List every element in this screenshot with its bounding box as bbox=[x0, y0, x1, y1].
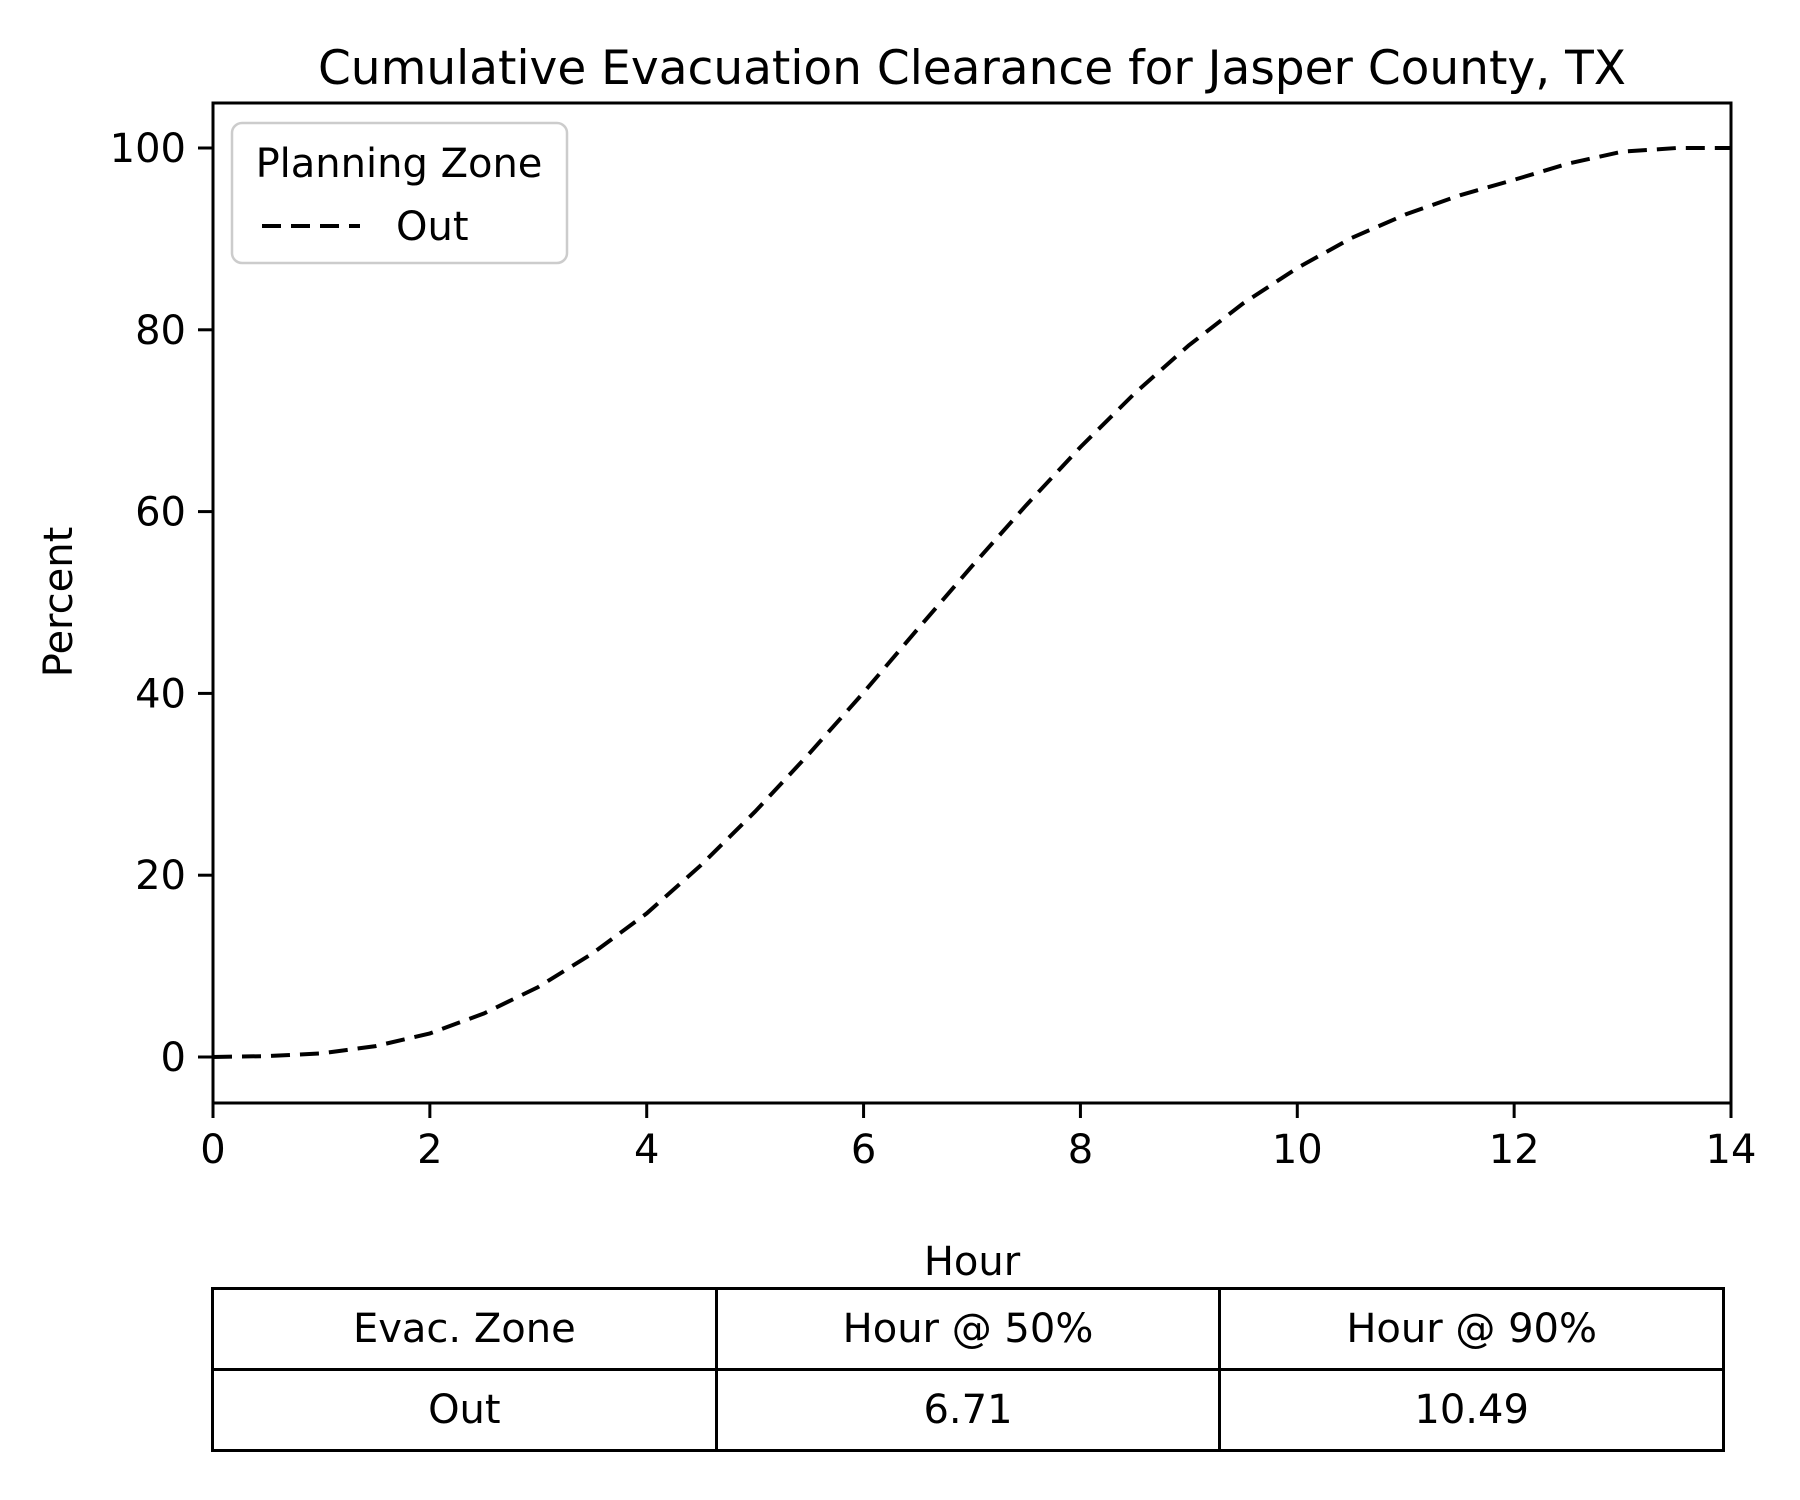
y-tick-label: 40 bbox=[135, 671, 186, 717]
y-tick-label: 0 bbox=[161, 1035, 186, 1081]
y-tick-label: 100 bbox=[110, 126, 186, 172]
table-row-out: Out 6.71 10.49 bbox=[211, 1368, 1725, 1452]
table-cell-hour-50: 6.71 bbox=[714, 1368, 1222, 1452]
plot-frame bbox=[211, 101, 1733, 1105]
y-tick-label: 20 bbox=[135, 853, 186, 899]
x-tick-label: 10 bbox=[1272, 1127, 1323, 1173]
table-header-hour-50: Hour @ 50% bbox=[714, 1287, 1222, 1371]
legend-box bbox=[230, 121, 569, 265]
chart-title: Cumulative Evacuation Clearance for Jasp… bbox=[318, 41, 1626, 96]
clearance-curve-out bbox=[212, 146, 1731, 1059]
x-tick-label: 2 bbox=[417, 1127, 442, 1173]
x-tick-label: 14 bbox=[1706, 1127, 1757, 1173]
legend-entry-out: Out bbox=[396, 204, 469, 250]
y-tick-label: 80 bbox=[135, 308, 186, 354]
x-axis-label: Hour bbox=[924, 1239, 1021, 1285]
y-axis-ticks: 0 20 40 60 80 100 bbox=[110, 126, 213, 1081]
table-header-evac-zone: Evac. Zone bbox=[211, 1287, 718, 1371]
table-header-row: Evac. Zone Hour @ 50% Hour @ 90% bbox=[211, 1287, 1725, 1371]
x-tick-label: 12 bbox=[1489, 1127, 1540, 1173]
y-tick-label: 60 bbox=[135, 490, 186, 536]
table-header-hour-90: Hour @ 90% bbox=[1218, 1287, 1725, 1371]
x-tick-label: 4 bbox=[634, 1127, 659, 1173]
table-cell-hour-90: 10.49 bbox=[1218, 1368, 1725, 1452]
clearance-summary-table: Evac. Zone Hour @ 50% Hour @ 90% Out 6.7… bbox=[211, 1287, 1725, 1452]
table-cell-zone: Out bbox=[211, 1368, 718, 1452]
legend: Planning Zone Out bbox=[230, 121, 569, 265]
x-tick-label: 0 bbox=[200, 1127, 225, 1173]
evacuation-clearance-chart: Cumulative Evacuation Clearance for Jasp… bbox=[36, 41, 1756, 1285]
x-axis-ticks: 0 2 4 6 8 10 12 14 bbox=[200, 1103, 1756, 1173]
x-tick-label: 8 bbox=[1068, 1127, 1093, 1173]
x-tick-label: 6 bbox=[851, 1127, 876, 1173]
legend-title: Planning Zone bbox=[256, 141, 543, 187]
y-axis-label: Percent bbox=[36, 527, 82, 678]
